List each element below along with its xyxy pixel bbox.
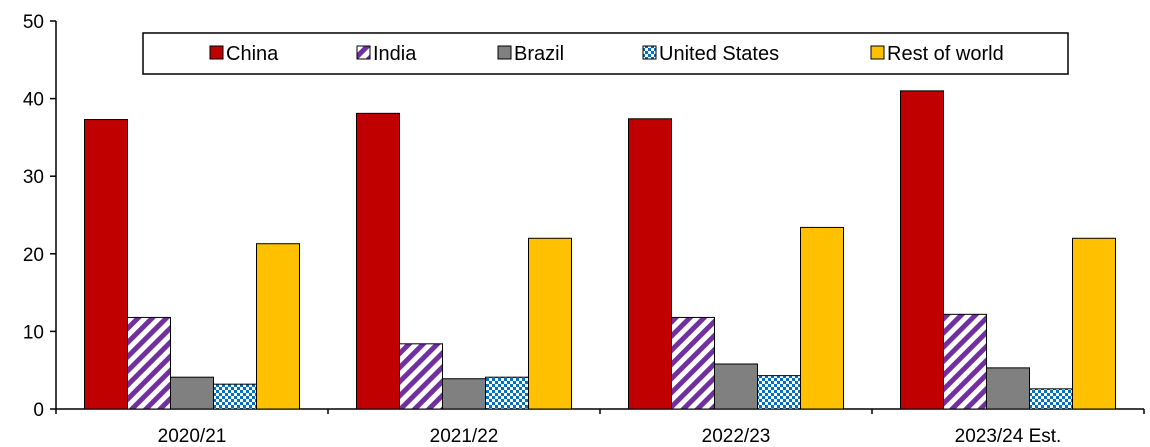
- bars: [84, 90, 1116, 410]
- bar-india: [399, 343, 443, 410]
- bar-brazil: [986, 367, 1030, 410]
- bar-china: [356, 112, 400, 410]
- legend-label: China: [226, 43, 279, 65]
- x-tick-label: 2022/23: [702, 426, 771, 447]
- bar-india: [671, 316, 715, 410]
- bar-india: [127, 316, 171, 410]
- legend: China India Brazil United States Rest of wor…: [142, 32, 1069, 75]
- bar-china: [900, 90, 944, 410]
- legend-label: Brazil: [514, 43, 564, 65]
- y-tick-label: 30: [23, 167, 44, 188]
- bar-china: [84, 119, 128, 410]
- bar-united-states: [757, 375, 801, 410]
- legend-label: India: [373, 43, 417, 65]
- bar-china: [628, 118, 672, 410]
- bar-united-states: [1029, 388, 1073, 410]
- x-tick-label: 2020/21: [158, 426, 227, 447]
- y-tick-label: 10: [23, 322, 44, 343]
- legend-label: United States: [659, 43, 779, 65]
- bar-brazil: [442, 378, 486, 410]
- bar-rest-of-world: [1072, 237, 1116, 410]
- y-tick-label: 50: [23, 12, 44, 33]
- y-tick-label: 20: [23, 245, 44, 266]
- bar-rest-of-world: [528, 237, 572, 410]
- legend-swatch: [642, 45, 657, 60]
- legend-swatch: [497, 45, 512, 60]
- bar-united-states: [213, 383, 257, 410]
- legend-label: Rest of world: [887, 43, 1004, 65]
- legend-swatch: [356, 45, 371, 60]
- bar-rest-of-world: [800, 226, 844, 410]
- bar-brazil: [170, 376, 214, 410]
- y-tick-label: 0: [33, 400, 44, 421]
- bar-united-states: [485, 376, 529, 410]
- y-tick-label: 40: [23, 90, 44, 111]
- y-axis: 0 10 20 30 40 50: [23, 12, 57, 421]
- legend-box: [142, 32, 1069, 75]
- bar-brazil: [714, 363, 758, 410]
- bar-india: [943, 313, 987, 410]
- x-tick-label: 2021/22: [430, 426, 499, 447]
- bar-rest-of-world: [256, 243, 300, 410]
- x-tick-label: 2023/24 Est.: [955, 426, 1062, 447]
- x-axis: 2020/21 2021/22 2022/23 2023/24 Est.: [55, 408, 1145, 447]
- legend-swatch: [870, 45, 885, 60]
- legend-swatch: [209, 45, 224, 60]
